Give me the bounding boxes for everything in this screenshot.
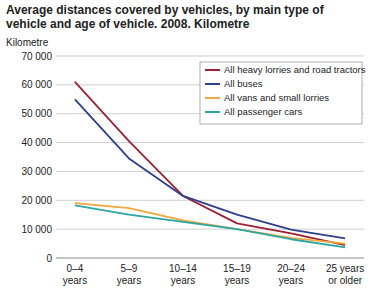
x-tick-line: 0–4 <box>67 263 84 274</box>
legend-label: All heavy lorries and road tractors <box>224 64 366 75</box>
legend: All heavy lorries and road tractors All b… <box>200 62 366 124</box>
x-tick-line: 20–24 <box>277 263 305 274</box>
legend-swatch <box>205 83 220 85</box>
x-tick-label: 10–14years <box>169 263 197 286</box>
x-tick-label: 5–9years <box>117 263 141 286</box>
y-tick-label: 30 000 <box>21 166 52 177</box>
x-tick-line: years <box>225 275 249 286</box>
x-tick-label: 20–24years <box>277 263 305 286</box>
y-label: Kilometre <box>6 37 49 48</box>
x-tick-line: 10–14 <box>169 263 197 274</box>
x-tick-line: years <box>279 275 303 286</box>
title-line: vehicle and age of vehicle. 2008. Kilome… <box>6 17 250 31</box>
series-line <box>75 203 345 243</box>
y-tick-label: 40 000 <box>21 137 52 148</box>
grid-line <box>56 171 364 172</box>
y-tick-label: 10 000 <box>21 224 52 235</box>
x-tick-label: 25 yearsor older <box>326 263 364 286</box>
x-tick-line: or older <box>328 275 363 286</box>
x-tick-label: 0–4years <box>63 263 87 286</box>
grid-line <box>56 200 364 201</box>
series-line <box>75 205 345 247</box>
grid-line <box>56 229 364 230</box>
x-tick-line: 5–9 <box>121 263 138 274</box>
legend-swatch <box>205 69 220 71</box>
x-tick-line: years <box>117 275 141 286</box>
y-axis <box>56 56 57 258</box>
y-tick-label: 50 000 <box>21 108 52 119</box>
grid-line <box>56 56 364 57</box>
grid-line <box>56 142 364 143</box>
legend-swatch <box>205 97 220 99</box>
y-tick-label: 20 000 <box>21 195 52 206</box>
y-tick-label: 70 000 <box>21 51 52 62</box>
x-tick-line: years <box>171 275 195 286</box>
x-tick-line: 25 years <box>326 263 364 274</box>
chart: Average distances covered by vehicles, b… <box>0 0 370 300</box>
legend-swatch <box>205 111 220 113</box>
x-tick-line: years <box>63 275 87 286</box>
legend-label: All passenger cars <box>224 106 302 117</box>
y-tick-label: 0 <box>46 253 52 264</box>
legend-label: All buses <box>224 78 263 89</box>
y-tick-label: 60 000 <box>21 79 52 90</box>
title: Average distances covered by vehicles, b… <box>6 3 325 31</box>
legend-label: All vans and small lorries <box>224 92 329 103</box>
grid-line <box>56 258 364 259</box>
x-tick-line: 15–19 <box>223 263 251 274</box>
x-tick-label: 15–19years <box>223 263 251 286</box>
title-line: Average distances covered by vehicles, b… <box>6 3 325 17</box>
